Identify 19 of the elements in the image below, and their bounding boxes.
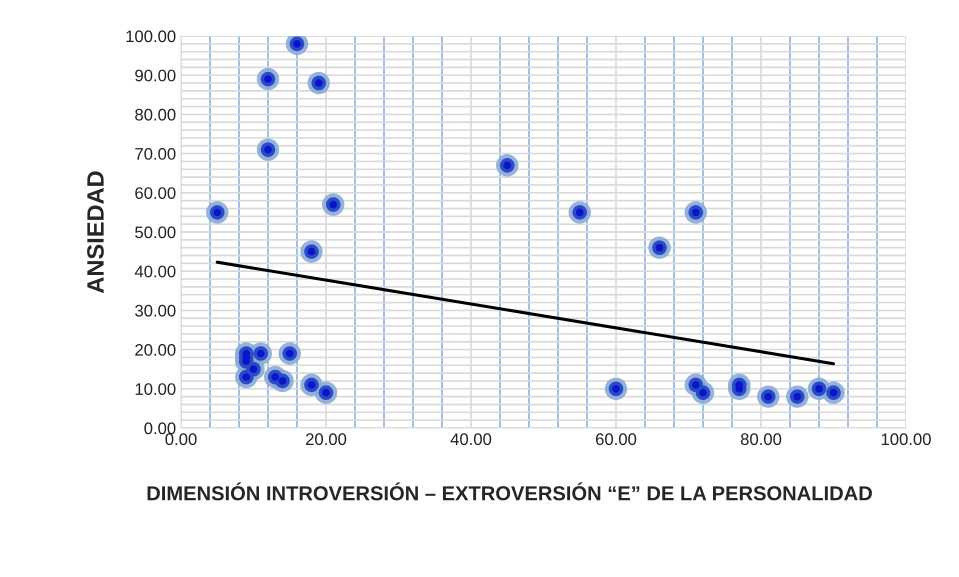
x-tick-label: 80.00 (740, 433, 782, 446)
y-tick-label: 30.00 (135, 304, 176, 317)
x-tick-label: 100.00 (882, 433, 931, 446)
y-tick-label: 90.00 (135, 70, 176, 82)
y-tick-label: 10.00 (136, 383, 176, 396)
y-tick-label: 0.00 (144, 422, 176, 434)
y-axis-title: ANSIEDAD (87, 171, 104, 294)
x-axis-title: DIMENSIÓN INTROVERSIÓN – EXTROVERSIÓN “E” DE LA PERSONALIDAD (148, 482, 872, 500)
y-tick-label: 60.00 (135, 187, 176, 200)
x-tick-label: 20.00 (306, 433, 346, 446)
x-tick-label: 60.00 (596, 433, 636, 446)
x-tick-label: 0.00 (165, 433, 197, 446)
y-tick-label: 80.00 (135, 108, 176, 121)
y-tick-label: 20.00 (135, 344, 176, 356)
y-tick-label: 100.00 (126, 30, 176, 42)
x-tick-label: 40.00 (450, 433, 492, 446)
y-tick-label: 50.00 (135, 226, 176, 238)
y-tick-label: 40.00 (134, 266, 176, 278)
y-tick-label: 70.00 (135, 148, 176, 160)
